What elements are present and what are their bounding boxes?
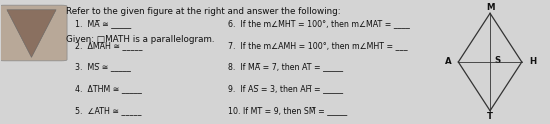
Text: H: H	[529, 58, 536, 66]
Text: M: M	[486, 3, 494, 12]
Text: 7.  If the m∠AMH = 100°, then m∠MHT = ___: 7. If the m∠AMH = 100°, then m∠MHT = ___	[228, 41, 408, 50]
Text: 9.  If AS̅ = 3, then AH̅ = _____: 9. If AS̅ = 3, then AH̅ = _____	[228, 84, 344, 93]
Text: T: T	[487, 112, 493, 121]
Text: Given: □MATH is a parallelogram.: Given: □MATH is a parallelogram.	[66, 35, 214, 44]
Text: 2.  ΔMAH ≅ _____: 2. ΔMAH ≅ _____	[75, 41, 143, 50]
Text: S: S	[494, 56, 500, 65]
Text: 1.  MA̅ ≅ _____: 1. MA̅ ≅ _____	[75, 19, 131, 28]
Text: A: A	[444, 58, 451, 66]
Text: 6.  If the m∠MHT = 100°, then m∠MAT = ____: 6. If the m∠MHT = 100°, then m∠MAT = ___…	[228, 19, 410, 28]
FancyBboxPatch shape	[0, 5, 67, 61]
Polygon shape	[7, 10, 56, 57]
Text: 5.  ∠ATH ≅ _____: 5. ∠ATH ≅ _____	[75, 106, 142, 115]
Text: 10. If MT̅ = 9, then SM̅ = _____: 10. If MT̅ = 9, then SM̅ = _____	[228, 106, 348, 115]
Text: 8.  If MA̅ = 7, then AT̅ = _____: 8. If MA̅ = 7, then AT̅ = _____	[228, 62, 344, 71]
Text: Refer to the given figure at the right and answer the following:: Refer to the given figure at the right a…	[66, 7, 340, 16]
Text: 3.  MS̅ ≅ _____: 3. MS̅ ≅ _____	[75, 62, 131, 71]
Text: 4.  ΔTHM ≅ _____: 4. ΔTHM ≅ _____	[75, 84, 142, 93]
